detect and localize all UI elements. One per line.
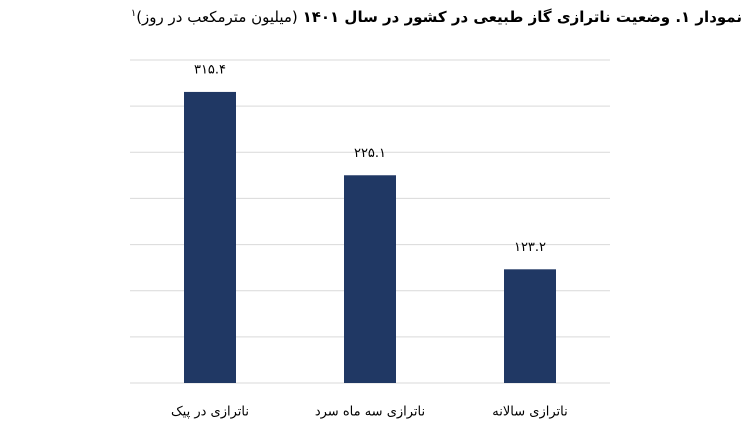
x-tick-label: ناترازی سه ماه سرد — [315, 405, 425, 420]
chart-title: نمودار ۱. وضعیت ناترازی گاز طبیعی در کشو… — [302, 8, 742, 26]
data-label: ۱۲۳.۲ — [514, 240, 546, 255]
x-tick-label: ناترازی در پیک — [171, 405, 249, 420]
footnote-mark: ۱ — [130, 8, 137, 19]
bar — [504, 269, 556, 383]
data-label: ۳۱۵.۴ — [194, 62, 226, 77]
bar — [344, 175, 396, 383]
chart-unit: (میلیون مترمکعب در روز) — [136, 8, 298, 26]
data-label: ۲۲۵.۱ — [354, 146, 386, 161]
x-tick-label: ناترازی سالانه — [492, 405, 567, 420]
bar — [184, 91, 236, 384]
chart-title-block: نمودار ۱. وضعیت ناترازی گاز طبیعی در کشو… — [131, 8, 742, 26]
